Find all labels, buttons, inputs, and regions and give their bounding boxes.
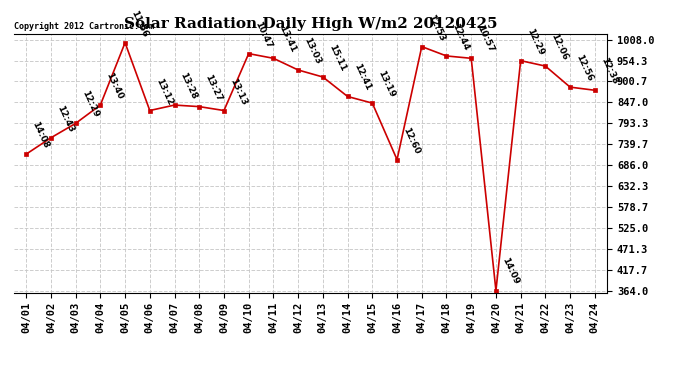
Text: 14:08: 14:08 [30,120,50,150]
Text: 13:40: 13:40 [104,71,125,101]
Text: 13:41: 13:41 [277,24,298,54]
Text: 13:13: 13:13 [228,76,248,106]
Text: 12:44: 12:44 [451,22,471,52]
Text: 12:43: 12:43 [55,104,75,134]
Text: 14:09: 14:09 [500,256,520,286]
Text: 11:56: 11:56 [129,9,150,39]
Text: 12:06: 12:06 [549,32,570,62]
Text: Copyright 2012 Cartronic.com: Copyright 2012 Cartronic.com [14,22,154,31]
Text: 13:27: 13:27 [204,73,224,102]
Text: 13:19: 13:19 [377,69,397,99]
Title: Solar Radiation Daily High W/m2 20120425: Solar Radiation Daily High W/m2 20120425 [124,17,497,31]
Text: 13:12: 13:12 [154,76,174,106]
Text: 12:53: 12:53 [426,13,446,42]
Text: 10:57: 10:57 [475,24,495,54]
Text: 12:29: 12:29 [80,89,100,119]
Text: 12:60: 12:60 [401,126,422,156]
Text: 12:38: 12:38 [599,56,619,86]
Text: 15:11: 15:11 [327,43,347,73]
Text: 12:41: 12:41 [352,63,372,92]
Text: 10:47: 10:47 [253,20,273,50]
Text: 13:28: 13:28 [179,71,199,101]
Text: 12:29: 12:29 [525,27,545,57]
Text: 13:03: 13:03 [302,36,322,66]
Text: 12:56: 12:56 [574,53,595,83]
